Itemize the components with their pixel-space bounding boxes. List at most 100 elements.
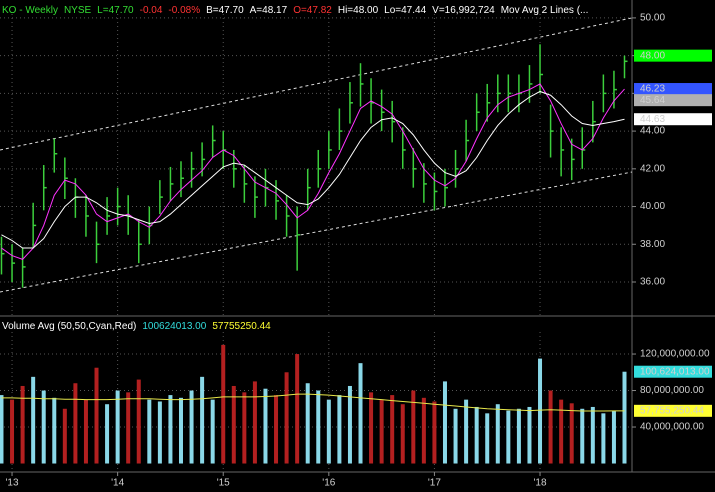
volume-bar [231, 385, 236, 464]
channel-line [0, 171, 633, 293]
value-flag-label: 100,624,013.00 [640, 366, 710, 377]
volume-bar [442, 381, 447, 464]
volume-bar [390, 395, 395, 464]
volume-bar [210, 399, 215, 464]
panel-header: Volume Avg (50,50,Cyan,Red) 100624013.00 5… [2, 321, 271, 332]
value-flag [634, 94, 712, 107]
volume-bar [316, 390, 321, 464]
y-tick-label: 50.00 [640, 13, 665, 24]
y-tick-label: 44.00 [640, 126, 665, 137]
volume-bar [252, 381, 257, 464]
value-flag-label: 57,755,250.44 [640, 405, 704, 416]
volume-bar [136, 379, 141, 464]
volume-bar [538, 358, 543, 464]
volume-bar [126, 392, 131, 464]
header-item: A=48.17 [250, 5, 288, 16]
volume-bar [326, 399, 331, 464]
header-item: Hi=48.00 [338, 5, 379, 16]
volume-bar [411, 390, 416, 464]
volume-bar [400, 404, 405, 464]
value-flag-label: 46.23 [640, 84, 665, 95]
volume-bar [242, 392, 247, 464]
header-item: Mov Avg 2 Lines (... [501, 5, 589, 16]
header-item: 57755250.44 [212, 321, 271, 332]
volume-bar [559, 399, 564, 464]
volume-bar [527, 406, 532, 464]
volume-bar [369, 392, 374, 464]
volume-bar [474, 406, 479, 464]
y-tick-label: 42.00 [640, 163, 665, 174]
volume-bar [506, 410, 511, 464]
volume-bar [10, 399, 15, 464]
volume-bar [421, 397, 426, 464]
volume-bar [178, 397, 183, 464]
volume-bar [432, 401, 437, 464]
volume-bar [580, 408, 585, 464]
volume-bar [337, 395, 342, 464]
volume-bar [611, 410, 616, 464]
volume-bar [622, 371, 627, 464]
x-tick-label: '16 [322, 478, 335, 489]
header-item: B=47.70 [206, 5, 244, 16]
panel-header: KO - Weekly NYSE L=47.70 -0.04 -0.08% B=47.70… [2, 5, 588, 16]
volume-bar [569, 403, 574, 464]
volume-bar [52, 397, 57, 464]
volume-bar [485, 413, 490, 464]
header-item: L=47.70 [97, 5, 134, 16]
header-item: -0.08% [168, 5, 200, 16]
volume-bar [200, 376, 205, 464]
header-item: NYSE [64, 5, 92, 16]
volume-bar [189, 390, 194, 464]
volume-bar [221, 344, 226, 464]
volume-bar [62, 408, 67, 464]
volume-bar [105, 404, 110, 464]
x-tick-label: '18 [534, 478, 547, 489]
header-item: -0.04 [140, 5, 163, 16]
y-tick-label: 40.00 [640, 201, 665, 212]
volume-bar [548, 390, 553, 464]
volume-bar [20, 385, 25, 464]
header-item: Lo=47.44 [384, 5, 426, 16]
volume-bar [168, 395, 173, 464]
volume-bar [590, 406, 595, 464]
volume-bar [115, 390, 120, 464]
volume-bar [83, 399, 88, 464]
volume-bar [305, 383, 310, 464]
volume-bar [516, 408, 521, 464]
volume-bar [453, 408, 458, 464]
y-tick-label: 80,000,000.00 [640, 385, 704, 396]
volume-bar [94, 367, 99, 464]
volume-bar [41, 390, 46, 464]
volume-bar [295, 354, 300, 464]
volume-bar [464, 399, 469, 464]
header-item: Volume Avg (50,50,Cyan,Red) [2, 321, 136, 332]
volume-bar [147, 399, 152, 464]
volume-bar [347, 385, 352, 464]
y-tick-label: 40,000,000.00 [640, 422, 704, 433]
channel-line [0, 17, 633, 151]
y-tick-label: 38.00 [640, 239, 665, 250]
volume-average [1, 393, 625, 412]
volume-bar [495, 404, 500, 464]
value-flag [634, 113, 712, 126]
volume-bar [274, 395, 279, 464]
value-flag [634, 83, 712, 96]
volume-bar [157, 401, 162, 464]
value-flag-label: 48.00 [640, 50, 665, 61]
value-flag [634, 404, 712, 417]
x-tick-label: '17 [428, 478, 441, 489]
header-item: O=47.82 [293, 5, 332, 16]
x-tick-label: '13 [6, 478, 19, 489]
volume-bar [379, 399, 384, 464]
header-item: KO - Weekly [2, 5, 58, 16]
value-flag-label: 44.63 [640, 114, 665, 125]
volume-bar [358, 363, 363, 464]
x-tick-label: '14 [111, 478, 124, 489]
volume-bar [0, 395, 4, 464]
value-flag [634, 49, 712, 62]
volume-bar [73, 383, 78, 464]
x-tick-label: '15 [217, 478, 230, 489]
header-item: V=16,992,724 [432, 5, 495, 16]
header-item: 100624013.00 [142, 321, 206, 332]
